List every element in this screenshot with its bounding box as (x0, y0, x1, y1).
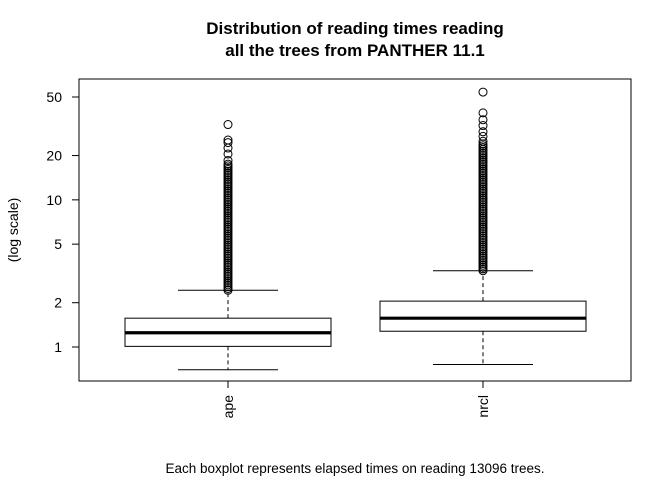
outlier-point (223, 138, 233, 148)
chart-caption: Each boxplot represents elapsed times on… (166, 461, 545, 476)
chart-title: Distribution of reading times reading (206, 19, 504, 38)
y-tick-label: 5 (54, 236, 62, 252)
y-tick-label: 50 (46, 89, 62, 105)
boxes-layer (124, 87, 587, 371)
outlier-point (478, 87, 488, 97)
y-tick-label: 10 (46, 192, 62, 208)
outlier-point (223, 149, 233, 159)
y-axis-label: (log scale) (5, 198, 21, 263)
box-ape (124, 120, 332, 371)
outlier-point (478, 121, 488, 131)
outlier-point (478, 127, 488, 137)
x-axis: ape nrcl (220, 381, 491, 418)
outlier-point (223, 135, 233, 145)
y-tick-label: 2 (54, 295, 62, 311)
y-axis: 1 2 5 10 20 50 (46, 89, 80, 355)
y-tick-label: 20 (46, 148, 62, 164)
outlier-point (223, 156, 233, 166)
outlier-point (223, 159, 233, 169)
x-tick-label-ape: ape (220, 395, 236, 419)
outlier-point (478, 136, 488, 146)
outlier-point (478, 108, 488, 118)
x-tick-label-nrcl: nrcl (475, 395, 491, 418)
chart-subtitle: all the trees from PANTHER 11.1 (225, 41, 485, 60)
iqr-box (379, 300, 587, 332)
box-nrcl (379, 87, 587, 366)
outlier-point (223, 120, 233, 130)
y-tick-label: 1 (54, 339, 62, 355)
outlier-point (478, 131, 488, 141)
outlier-point (478, 115, 488, 125)
